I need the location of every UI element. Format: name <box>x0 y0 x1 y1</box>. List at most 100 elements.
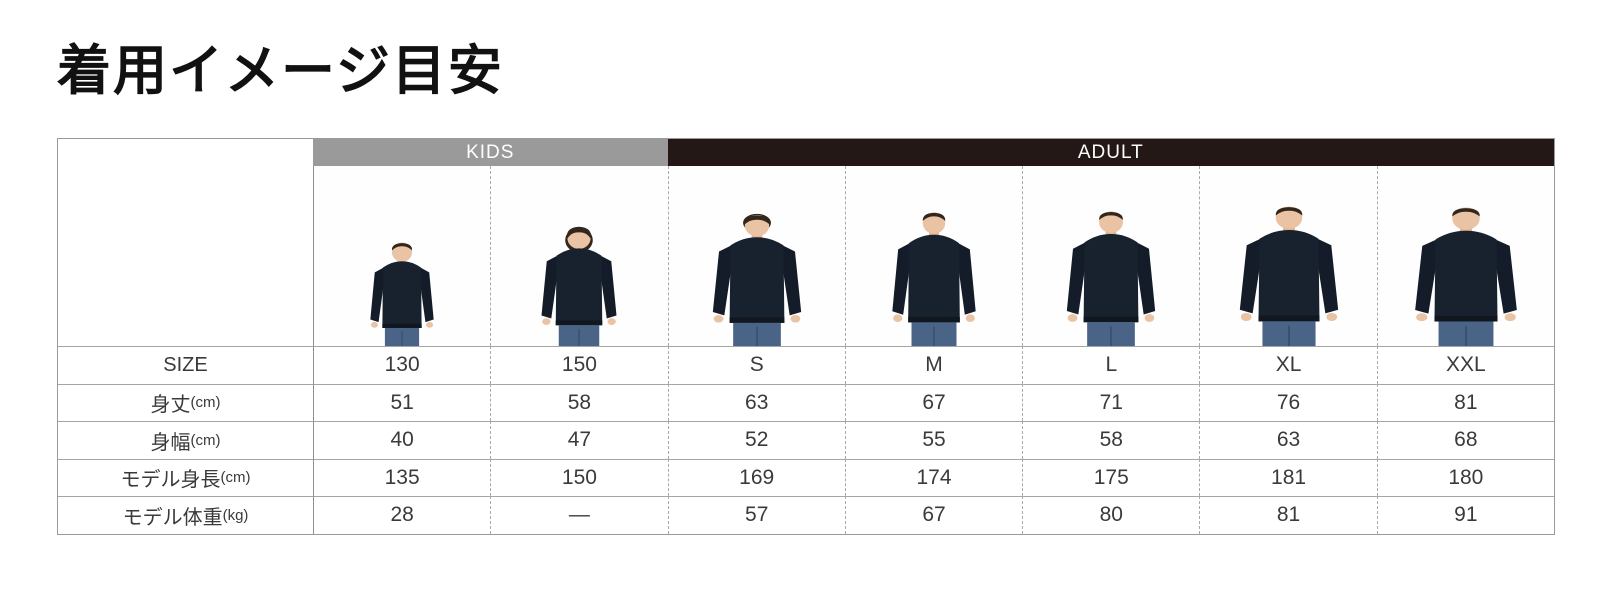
size-value-l: L <box>1022 346 1200 384</box>
model-photo-cell-130 <box>313 166 491 346</box>
model-photo-cell-s <box>667 166 845 346</box>
model-height-value-xl: 181 <box>1199 458 1377 496</box>
model-figure <box>1415 207 1517 346</box>
cell-value: 135 <box>384 465 420 489</box>
body-length-value-xl: 76 <box>1199 383 1377 421</box>
cell-value: 130 <box>384 353 420 377</box>
body-width-value-xxl: 68 <box>1376 421 1554 459</box>
body-width-value-150: 47 <box>490 421 668 459</box>
size-value-xxl: XXL <box>1376 346 1554 384</box>
model-height-value-150: 150 <box>490 458 668 496</box>
model-weight-value-l: 80 <box>1022 496 1200 534</box>
cell-value: 51 <box>390 390 414 414</box>
model-photo-cell-m <box>844 166 1023 346</box>
model-height-value-l: 175 <box>1022 458 1200 496</box>
row-label-text: 身丈 <box>150 394 191 417</box>
model-photo-cell-xxl <box>1376 166 1554 346</box>
row-label-size: SIZE <box>58 346 313 384</box>
cell-value: XL <box>1275 353 1302 377</box>
size-value-130: 130 <box>313 346 491 384</box>
cell-value: 180 <box>1448 465 1484 489</box>
row-label-text: モデル身長 <box>120 469 221 492</box>
row-label-text: SIZE <box>163 353 208 376</box>
cell-value: 55 <box>922 428 946 452</box>
model-figure <box>892 212 976 346</box>
photo-row-label-cell <box>58 166 313 346</box>
cell-value: 63 <box>1276 428 1301 452</box>
body-length-value-130: 51 <box>313 383 491 421</box>
model-photo-cell-xl <box>1199 166 1377 346</box>
cell-value: 67 <box>922 503 946 527</box>
model-weight-value-130: 28 <box>313 496 491 534</box>
cell-value: 150 <box>561 353 597 377</box>
cell-value: 47 <box>567 428 592 452</box>
model-weight-value-150: — <box>490 496 668 534</box>
row-label-model-weight: モデル体重 (kg) <box>58 496 313 534</box>
body-width-value-xl: 63 <box>1199 421 1377 459</box>
body-length-value-xxl: 81 <box>1376 383 1554 421</box>
row-label-model-height: モデル身長 (cm) <box>58 458 313 497</box>
cell-value: 150 <box>561 465 597 489</box>
model-weight-value-xxl: 91 <box>1376 496 1554 534</box>
cell-value: 91 <box>1454 503 1478 527</box>
model-height-value-m: 174 <box>844 458 1023 496</box>
size-value-s: S <box>667 346 845 384</box>
row-label-text: モデル体重 <box>122 506 223 529</box>
row-label-text: 身幅 <box>150 431 191 454</box>
body-length-value-150: 58 <box>490 383 668 421</box>
model-photo-cell-l <box>1022 166 1200 346</box>
cell-value: 169 <box>739 465 775 489</box>
cell-value: S <box>749 353 764 377</box>
body-length-value-m: 67 <box>844 383 1023 421</box>
cell-value: L <box>1105 353 1118 377</box>
row-label-unit: (cm) <box>190 431 221 449</box>
cell-value: 174 <box>916 465 952 489</box>
cell-value: 68 <box>1454 428 1478 452</box>
body-length-value-s: 63 <box>667 383 845 421</box>
model-height-value-xxl: 180 <box>1376 458 1554 496</box>
model-figure <box>541 226 617 346</box>
cell-value: 80 <box>1099 503 1123 527</box>
body-width-value-m: 55 <box>844 421 1023 459</box>
cell-value: 67 <box>922 390 946 414</box>
body-width-value-130: 40 <box>313 421 491 459</box>
size-value-xl: XL <box>1199 346 1377 384</box>
cell-value: M <box>925 353 943 377</box>
row-label-body-width: 身幅 (cm) <box>58 421 313 459</box>
model-figure <box>712 213 801 346</box>
cell-value: 175 <box>1093 465 1129 489</box>
group-header-label: ADULT <box>1077 141 1144 163</box>
cell-value: 58 <box>567 390 592 414</box>
group-header-adult: ADULT <box>667 139 1554 166</box>
body-width-value-s: 52 <box>667 421 845 459</box>
size-chart-table: KIDS ADULT SIZE 130 150 S M L XL XXL 身丈 (cm) 51 58 63 6… <box>57 138 1555 535</box>
model-photo-cell-150 <box>490 166 668 346</box>
cell-value: 63 <box>745 390 769 414</box>
cell-value: XXL <box>1446 353 1486 377</box>
body-length-value-l: 71 <box>1022 383 1200 421</box>
cell-value: 28 <box>390 503 414 527</box>
size-value-m: M <box>844 346 1023 384</box>
table-corner-cell <box>58 139 313 166</box>
model-figure <box>1067 211 1156 346</box>
model-weight-value-xl: 81 <box>1199 496 1377 534</box>
cell-value: 81 <box>1454 390 1478 414</box>
model-figure <box>1239 206 1338 346</box>
model-weight-value-s: 57 <box>667 496 845 534</box>
cell-value: 81 <box>1276 503 1301 527</box>
row-label-unit: (cm) <box>190 394 221 412</box>
cell-value: 40 <box>390 428 414 452</box>
group-header-label: KIDS <box>466 141 515 163</box>
row-label-body-length: 身丈 (cm) <box>58 383 313 422</box>
cell-value: — <box>568 503 590 527</box>
model-height-value-s: 169 <box>667 458 845 496</box>
model-figure <box>370 242 434 346</box>
cell-value: 57 <box>745 503 769 527</box>
cell-value: 71 <box>1099 390 1123 414</box>
group-header-kids: KIDS <box>313 139 668 166</box>
size-value-150: 150 <box>490 346 668 384</box>
cell-value: 76 <box>1276 390 1301 414</box>
cell-value: 58 <box>1099 428 1123 452</box>
model-height-value-130: 135 <box>313 458 491 496</box>
model-weight-value-m: 67 <box>844 496 1023 534</box>
